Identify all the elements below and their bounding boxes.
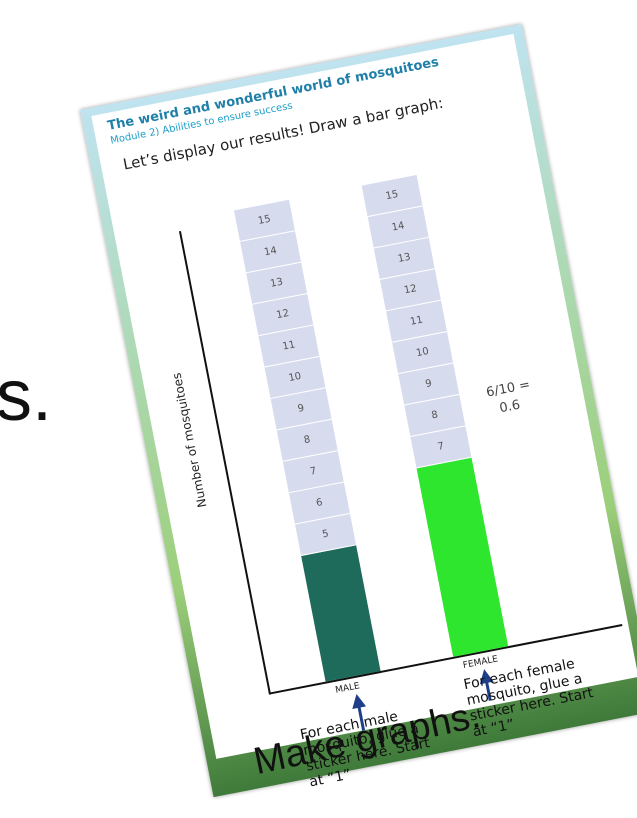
worksheet-panel: The weird and wonderful world of mosquit… (91, 33, 637, 790)
arrow-head (479, 669, 494, 685)
arrow (484, 680, 492, 701)
arrow-head (352, 693, 367, 710)
arrows (352, 669, 494, 759)
worksheet: The weird and wonderful world of mosquit… (80, 24, 637, 798)
partial-text: s. (0, 356, 53, 436)
